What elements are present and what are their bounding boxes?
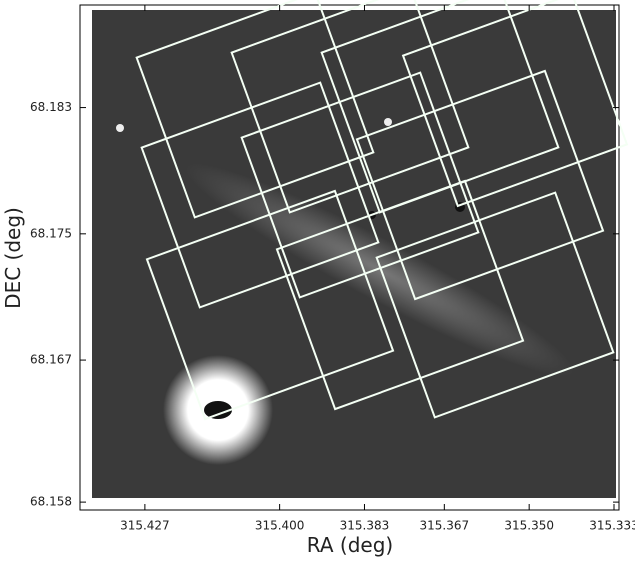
star [116, 124, 124, 132]
footprint [230, 0, 470, 214]
footprint [135, 0, 375, 219]
x-tick-label: 315.400 [255, 519, 305, 533]
footprint [275, 179, 525, 411]
x-tick-label: 315.350 [504, 519, 554, 533]
footprint [320, 0, 560, 214]
x-tick-label: 315.383 [340, 519, 390, 533]
y-tick-label: 68.167 [30, 353, 72, 367]
star-core [204, 401, 232, 419]
x-tick-label: 315.333 [589, 519, 635, 533]
footprint [401, 0, 629, 208]
x-tick-label: 315.427 [120, 519, 170, 533]
y-tick-label: 68.175 [30, 226, 72, 240]
footprint [145, 189, 395, 421]
footprint [240, 71, 480, 299]
footprint [355, 69, 605, 301]
footprints [135, 0, 629, 421]
x-axis-label: RA (deg) [307, 533, 393, 557]
nebula [185, 163, 575, 377]
x-tick-label: 315.367 [420, 519, 470, 533]
footprint [375, 191, 615, 419]
footprint [140, 81, 380, 309]
star [384, 118, 392, 126]
y-axis-label: DEC (deg) [1, 207, 25, 309]
y-tick-label: 68.183 [30, 100, 72, 114]
y-tick-label: 68.158 [30, 495, 72, 509]
